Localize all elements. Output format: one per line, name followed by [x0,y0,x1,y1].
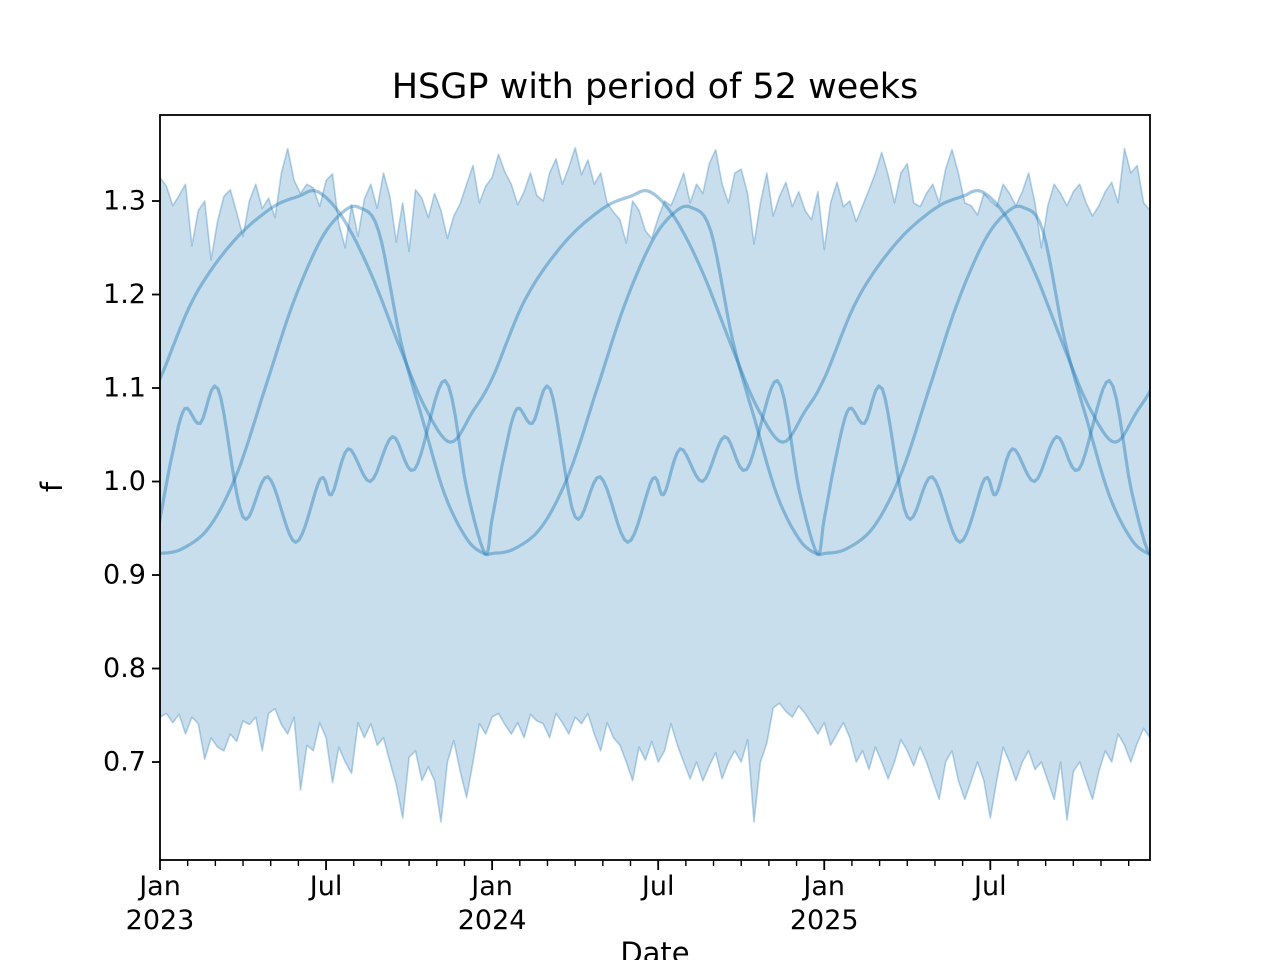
x-tick-label: Jul [640,871,675,902]
gp-samples-layer [160,189,1150,557]
x-axis-label: Date [620,936,689,960]
x-tick-label: Jul [972,871,1007,902]
y-axis-label: f [35,481,69,492]
gp-sample-wiggly [160,378,1150,556]
y-tick-label: 1.0 [103,466,146,497]
x-tick-year-label: 2023 [126,905,195,936]
uncertainty-band-layer [160,146,1150,823]
gp-sample-smooth-early-peak [160,189,1150,444]
x-tick-label: Jan [469,871,513,902]
y-tick-label: 0.8 [103,653,146,684]
chart-title: HSGP with period of 52 weeks [392,67,919,107]
y-tick-label: 1.2 [103,279,146,310]
y-tick-label: 0.9 [103,560,146,591]
x-tick-label: Jan [137,871,181,902]
y-tick-label: 1.1 [103,373,146,404]
y-tick-label: 1.3 [103,186,146,217]
x-tick-year-label: 2025 [790,905,859,936]
gp-sample-smooth-late-peak [160,204,1150,557]
x-tick-label: Jan [801,871,845,902]
y-tick-label: 0.7 [103,747,146,778]
plot-spines [159,114,1151,861]
x-tick-label: Jul [308,871,343,902]
x-tick-year-label: 2024 [458,905,527,936]
uncertainty-band [160,146,1150,823]
